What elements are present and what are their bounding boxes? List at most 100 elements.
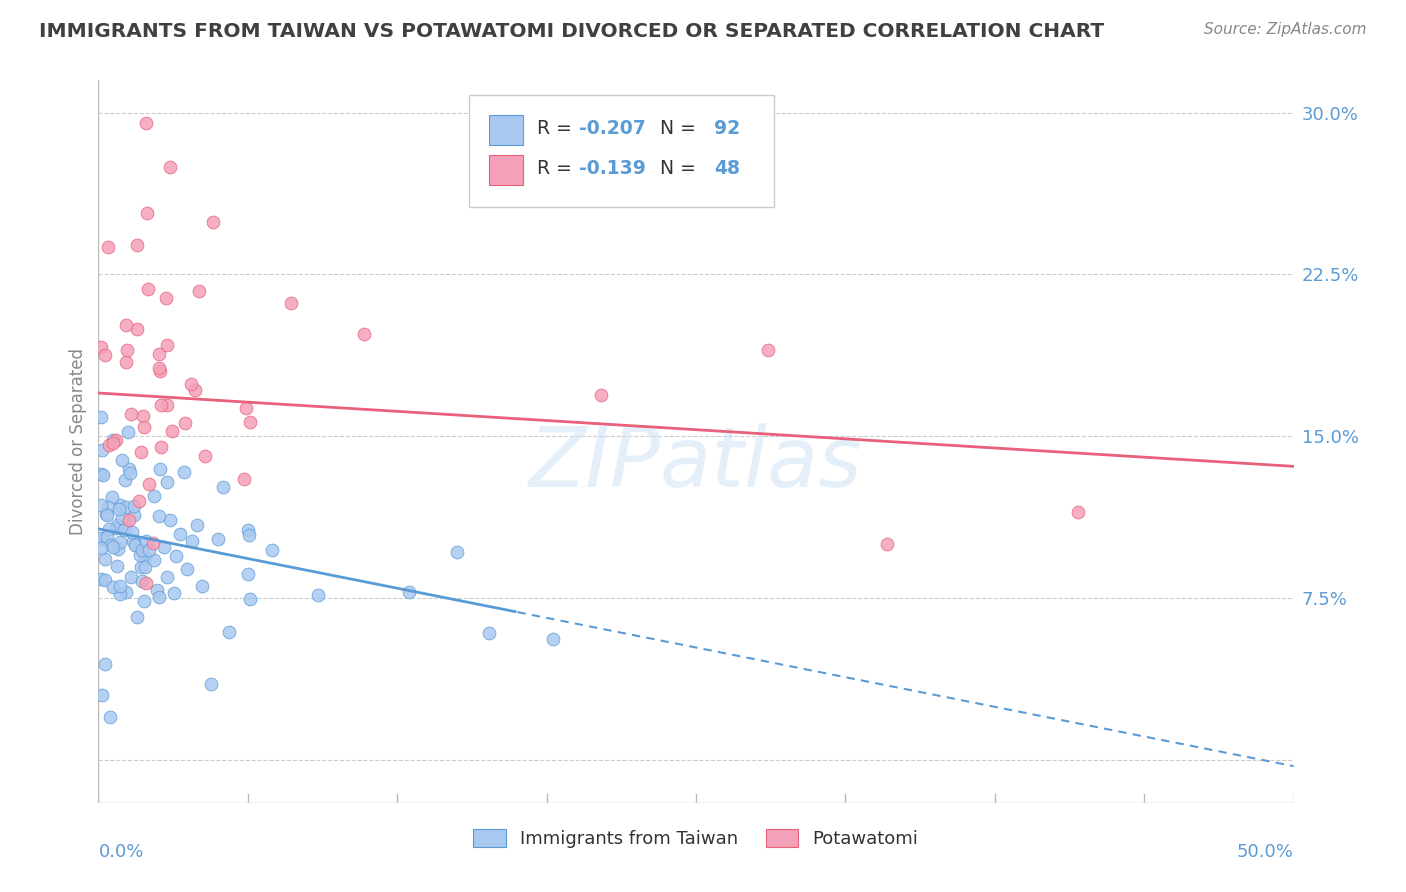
Point xyxy=(212,479,235,493)
Point xyxy=(207,532,229,546)
Point xyxy=(156,475,179,490)
Point xyxy=(108,587,131,601)
Point xyxy=(94,507,117,521)
Point xyxy=(120,569,142,583)
Point xyxy=(124,538,146,552)
Point xyxy=(239,416,262,430)
Point xyxy=(194,450,217,464)
Point xyxy=(156,338,179,352)
Point xyxy=(173,466,195,480)
Point xyxy=(876,537,898,551)
Point xyxy=(100,538,122,552)
Point xyxy=(280,295,302,310)
Point xyxy=(153,540,176,554)
Point xyxy=(118,467,141,481)
Point xyxy=(94,552,117,566)
Point xyxy=(145,582,167,597)
Point xyxy=(159,160,181,174)
Point xyxy=(97,438,120,452)
Point xyxy=(100,490,122,504)
Point xyxy=(191,579,214,593)
Text: 48: 48 xyxy=(714,159,740,178)
Point xyxy=(98,709,121,723)
Point xyxy=(236,523,259,537)
Point xyxy=(239,592,262,607)
Point xyxy=(446,544,468,558)
Point xyxy=(148,361,170,376)
Point xyxy=(201,215,224,229)
Point xyxy=(186,517,208,532)
Point xyxy=(478,626,501,640)
Point xyxy=(307,588,329,602)
Point xyxy=(135,533,157,548)
Point xyxy=(122,533,145,548)
Point xyxy=(104,521,127,535)
Point xyxy=(163,586,186,600)
Point xyxy=(115,585,138,599)
Point xyxy=(159,513,181,527)
Point xyxy=(218,625,240,640)
Point xyxy=(94,348,117,362)
Point xyxy=(148,347,170,361)
Point xyxy=(96,508,118,522)
FancyBboxPatch shape xyxy=(489,154,523,185)
Text: 92: 92 xyxy=(714,120,740,138)
Point xyxy=(103,581,125,595)
Point xyxy=(155,291,177,305)
Point xyxy=(132,594,155,608)
Point xyxy=(132,409,155,424)
Text: -0.139: -0.139 xyxy=(579,159,645,178)
Point xyxy=(101,433,124,447)
Point xyxy=(148,590,170,604)
Point xyxy=(131,542,153,557)
Point xyxy=(97,240,120,254)
Point xyxy=(120,407,142,421)
Text: IMMIGRANTS FROM TAIWAN VS POTAWATOMI DIVORCED OR SEPARATED CORRELATION CHART: IMMIGRANTS FROM TAIWAN VS POTAWATOMI DIV… xyxy=(39,22,1105,41)
Point xyxy=(160,425,183,439)
Point xyxy=(756,343,779,357)
Point xyxy=(149,399,172,413)
Point xyxy=(236,566,259,581)
Point xyxy=(156,570,179,584)
Point xyxy=(103,436,125,450)
Point xyxy=(121,524,143,539)
Point xyxy=(142,536,165,550)
Point xyxy=(541,632,564,647)
Point xyxy=(125,538,148,552)
Point xyxy=(108,498,131,512)
Point xyxy=(93,532,115,546)
Point xyxy=(90,498,112,512)
Point xyxy=(134,420,156,434)
Point xyxy=(115,318,138,332)
Point xyxy=(108,579,131,593)
Point xyxy=(111,511,134,525)
Point xyxy=(105,517,128,532)
Point xyxy=(149,462,172,476)
Text: ZIPatlas: ZIPatlas xyxy=(529,423,863,504)
Point xyxy=(238,528,260,542)
Text: 50.0%: 50.0% xyxy=(1237,843,1294,861)
Point xyxy=(91,468,114,483)
Point xyxy=(184,383,207,397)
Point xyxy=(149,364,172,378)
Point xyxy=(114,518,136,533)
Point xyxy=(135,206,157,220)
Point xyxy=(165,549,187,563)
Point xyxy=(90,541,112,556)
Point xyxy=(142,552,165,566)
Point xyxy=(90,573,112,587)
Point xyxy=(125,237,148,252)
Text: -0.207: -0.207 xyxy=(579,120,645,138)
Point xyxy=(181,534,204,549)
Point xyxy=(135,576,157,591)
Y-axis label: Divorced or Separated: Divorced or Separated xyxy=(69,348,87,535)
Text: R =: R = xyxy=(537,159,578,178)
Point xyxy=(398,585,420,599)
Point xyxy=(112,523,135,537)
Text: R =: R = xyxy=(537,120,578,138)
Point xyxy=(353,326,375,341)
Point xyxy=(125,322,148,336)
Point xyxy=(260,542,283,557)
Point xyxy=(90,467,112,481)
Point xyxy=(107,542,129,557)
